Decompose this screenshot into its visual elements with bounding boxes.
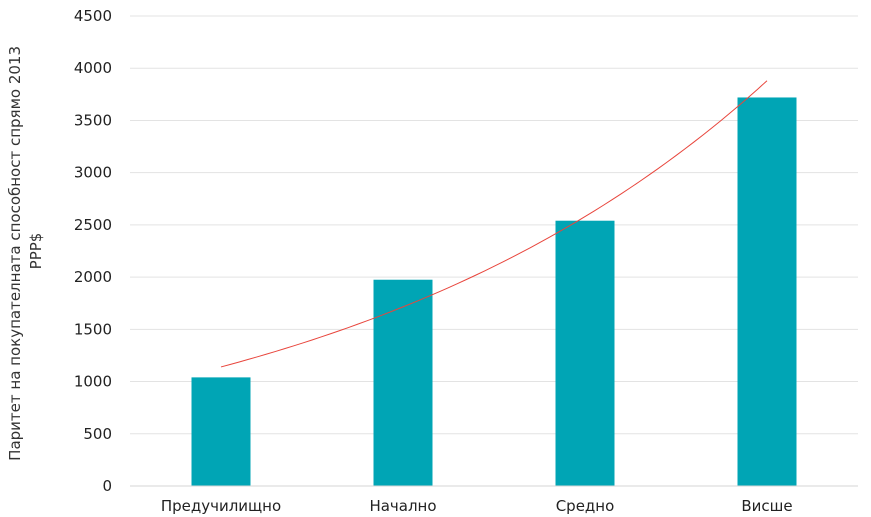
bars (191, 97, 797, 486)
y-axis-title-line-1: Паритет на покупателната способност спря… (6, 46, 24, 461)
trendline (220, 80, 768, 368)
y-tick-label-500: 500 (83, 425, 112, 443)
y-tick-label-1000: 1000 (74, 373, 112, 391)
y-tick-label-3000: 3000 (74, 164, 112, 182)
y-tick-label-3500: 3500 (74, 111, 112, 129)
x-tick-label-2: Средно (556, 497, 615, 515)
y-axis-tick-labels: 0 500 1000 1500 2000 2500 3000 3500 4000 4500 (74, 7, 112, 495)
x-tick-label-1: Начално (369, 497, 436, 515)
y-tick-label-0: 0 (102, 477, 112, 495)
bar-3 (737, 97, 797, 486)
y-axis-title-line-2: PPP$ (27, 233, 45, 270)
bar-1 (373, 279, 433, 486)
y-tick-label-4500: 4500 (74, 7, 112, 25)
gridlines (130, 15, 858, 435)
x-tick-label-3: Висше (741, 497, 792, 515)
y-tick-label-4000: 4000 (74, 59, 112, 77)
y-axis-title: Паритет на покупателната способност спря… (6, 41, 45, 461)
y-tick-label-1500: 1500 (74, 320, 112, 338)
x-tick-label-0: Предучилищно (161, 497, 281, 515)
x-axis-tick-labels: Предучилищно Начално Средно Висше (161, 497, 793, 515)
bar-0 (191, 377, 251, 486)
y-tick-label-2000: 2000 (74, 268, 112, 286)
bar-2 (555, 220, 615, 486)
y-tick-label-2500: 2500 (74, 216, 112, 234)
